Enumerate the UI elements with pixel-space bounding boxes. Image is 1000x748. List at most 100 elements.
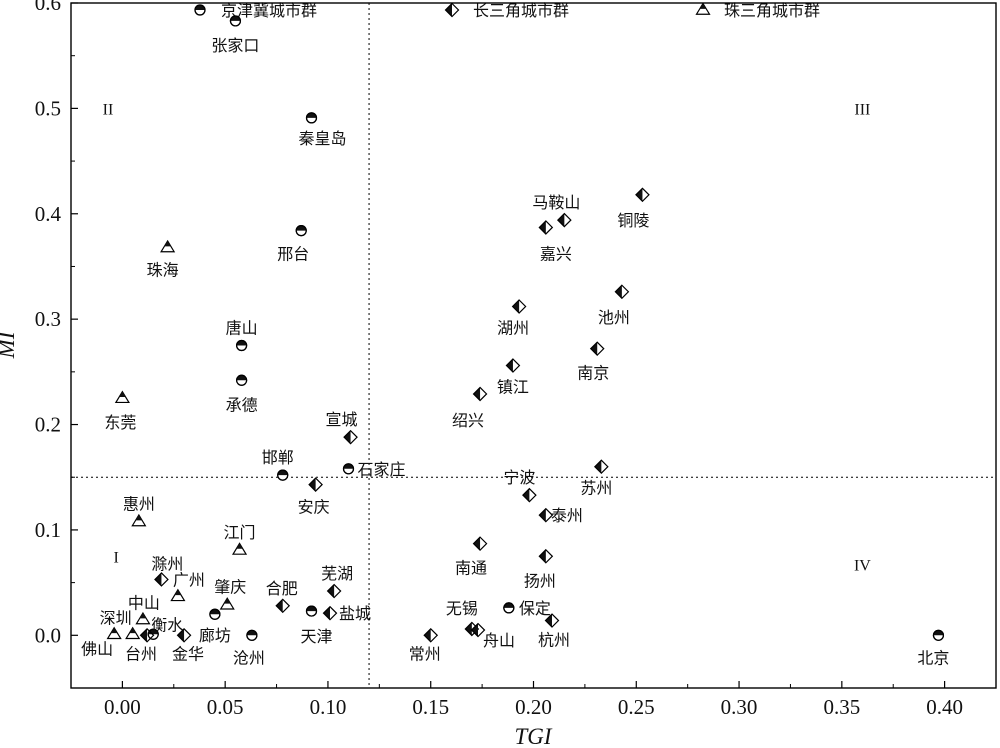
data-point-fill xyxy=(471,623,478,637)
x-tick-label: 0.00 xyxy=(104,695,141,719)
quadrant-label: I xyxy=(114,549,119,566)
data-point-label: 广州 xyxy=(173,570,205,589)
y-tick-label: 0.4 xyxy=(35,202,62,226)
data-point-ring xyxy=(147,628,159,640)
data-point-label: 承德 xyxy=(226,395,258,414)
data-point xyxy=(538,220,554,235)
data-point xyxy=(305,605,318,617)
data-point xyxy=(160,239,176,253)
data-point-outline xyxy=(139,627,155,643)
data-point xyxy=(176,627,192,643)
data-point-label: 舟山 xyxy=(483,631,515,650)
data-point-outline xyxy=(522,487,537,503)
data-point-fill xyxy=(344,430,351,444)
data-point-fill xyxy=(177,628,185,642)
data-point xyxy=(106,626,122,640)
data-point-label: 宣城 xyxy=(326,410,358,429)
data-point-fill xyxy=(545,614,552,628)
data-point-label: 扬州 xyxy=(524,571,556,590)
data-point-fill xyxy=(594,460,602,474)
data-point-fill xyxy=(154,572,162,586)
legend-label: 京津冀城市群 xyxy=(221,1,317,20)
data-point-fill xyxy=(129,627,136,634)
legend-marker-0-ring xyxy=(194,4,206,16)
data-point xyxy=(125,626,141,640)
data-point xyxy=(614,284,630,300)
data-point xyxy=(593,459,609,475)
y-tick-label: 0.3 xyxy=(35,307,61,331)
data-point-outline xyxy=(322,605,338,621)
legend-marker-2 xyxy=(695,2,711,15)
reference-lines xyxy=(71,3,996,688)
data-point-label: 南京 xyxy=(577,364,609,383)
data-point xyxy=(231,542,248,555)
data-point-outline xyxy=(154,572,169,587)
data-point-label: 中山 xyxy=(128,594,160,613)
y-tick-label: 0.0 xyxy=(35,623,61,647)
data-point-label: 邢台 xyxy=(277,245,309,264)
data-point-ring xyxy=(932,629,945,641)
x-tick-label: 0.25 xyxy=(618,695,655,719)
legend-marker-0 xyxy=(194,4,206,16)
data-point-outline xyxy=(125,626,141,640)
legend-marker-1 xyxy=(444,2,460,18)
data-point-label: 深圳 xyxy=(100,608,132,627)
data-point-outline xyxy=(544,613,560,628)
data-point-label: 台州 xyxy=(125,644,157,663)
data-point xyxy=(114,390,130,404)
data-point-ring xyxy=(246,629,258,641)
data-point xyxy=(522,487,537,503)
data-point xyxy=(556,212,572,228)
data-point-fill xyxy=(590,342,598,356)
data-point-fill xyxy=(119,391,126,398)
y-tick-label: 0.5 xyxy=(35,96,61,120)
data-point xyxy=(170,588,186,602)
data-point-outline xyxy=(275,598,291,614)
data-point-fill xyxy=(327,584,335,598)
legend-label: 长三角城市群 xyxy=(473,1,569,20)
data-point-ring xyxy=(209,608,221,620)
data-point-fill xyxy=(512,300,520,314)
data-point xyxy=(275,598,291,614)
data-point-label: 南通 xyxy=(455,559,487,578)
y-axis-title: MI xyxy=(0,330,19,359)
data-point-fill xyxy=(522,488,530,502)
y-tick-label: 0.2 xyxy=(35,413,61,437)
data-point xyxy=(236,339,248,352)
quadrant-label: III xyxy=(854,101,870,118)
data-point xyxy=(932,629,945,641)
data-point-label: 宁波 xyxy=(503,468,535,487)
data-point-ring xyxy=(236,339,248,352)
data-point xyxy=(295,225,307,237)
data-point-label: 合肥 xyxy=(266,579,298,598)
data-point-label: 马鞍山 xyxy=(532,193,580,212)
data-point-label: 芜湖 xyxy=(321,564,353,583)
data-point-outline xyxy=(538,507,554,523)
data-point-outline xyxy=(326,583,342,599)
data-point-fill xyxy=(164,240,171,247)
legend-marker-2-fill xyxy=(699,3,707,9)
data-point xyxy=(503,602,515,614)
data-point-fill xyxy=(323,606,330,620)
data-point-outline xyxy=(556,212,572,228)
data-point xyxy=(246,629,258,641)
data-point-fill xyxy=(473,537,481,551)
data-point xyxy=(322,605,338,621)
data-point xyxy=(209,608,221,620)
data-point-fill xyxy=(465,622,472,636)
data-point-label: 铜陵 xyxy=(617,211,649,230)
data-point-ring xyxy=(229,15,242,27)
data-point xyxy=(505,358,521,373)
x-tick-label: 0.20 xyxy=(515,695,552,719)
axis-ticks: 0.00 0.05 0.10 0.15 0.20 0.25 0.30 0.35 0.40 0.0 0… xyxy=(35,0,997,719)
data-point xyxy=(423,627,439,643)
data-point-label: 金华 xyxy=(172,644,204,663)
data-point-outline xyxy=(614,284,630,300)
data-point-fill xyxy=(539,220,546,234)
data-point-outline xyxy=(538,548,554,564)
x-tick-label: 0.35 xyxy=(823,695,860,719)
data-point-label: 沧州 xyxy=(233,648,265,667)
data-point xyxy=(544,613,560,628)
data-point xyxy=(342,463,355,475)
